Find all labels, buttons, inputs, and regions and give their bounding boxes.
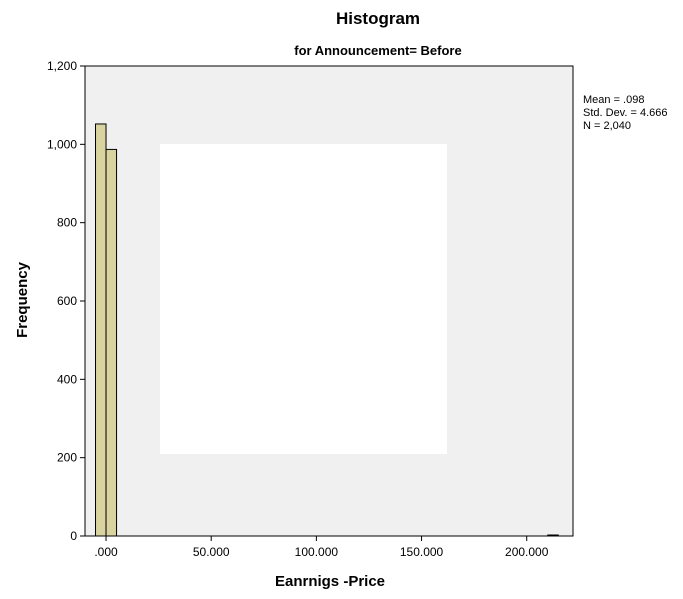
y-tick-label: 800: [57, 216, 77, 230]
histogram-bar: [95, 123, 107, 537]
y-axis-label: Frequency: [14, 261, 31, 338]
white-panel: [160, 144, 447, 454]
stats-n: N = 2,040: [583, 120, 631, 132]
x-tick-label: 50.000: [193, 545, 230, 559]
x-axis-label: Eanrnigs -Price: [275, 573, 385, 590]
chart-subtitle: for Announcement= Before: [294, 43, 461, 58]
x-tick-label: .000: [94, 545, 118, 559]
x-tick-label: 100.000: [295, 545, 339, 559]
histogram-bar: [105, 148, 118, 537]
histogram-bars: [95, 123, 559, 537]
y-tick-label: 600: [57, 294, 77, 308]
chart-title: Histogram: [336, 9, 420, 28]
y-tick-label: 1,200: [47, 59, 77, 73]
y-tick-label: 1,000: [47, 137, 77, 151]
x-axis: .000 50.000 100.000 150.000 200.000: [94, 536, 549, 559]
stats-std-dev: Std. Dev. = 4.666: [583, 107, 668, 119]
y-tick-label: 200: [57, 451, 77, 465]
stats-mean: Mean = .098: [583, 94, 644, 106]
x-tick-label: 200.000: [505, 545, 549, 559]
histogram-bar: [547, 534, 559, 537]
y-axis: 0 200 400 600 800 1,000 1,200: [47, 59, 85, 543]
y-tick-label: 400: [57, 372, 77, 386]
y-tick-label: 0: [70, 529, 77, 543]
x-tick-label: 150.000: [400, 545, 444, 559]
